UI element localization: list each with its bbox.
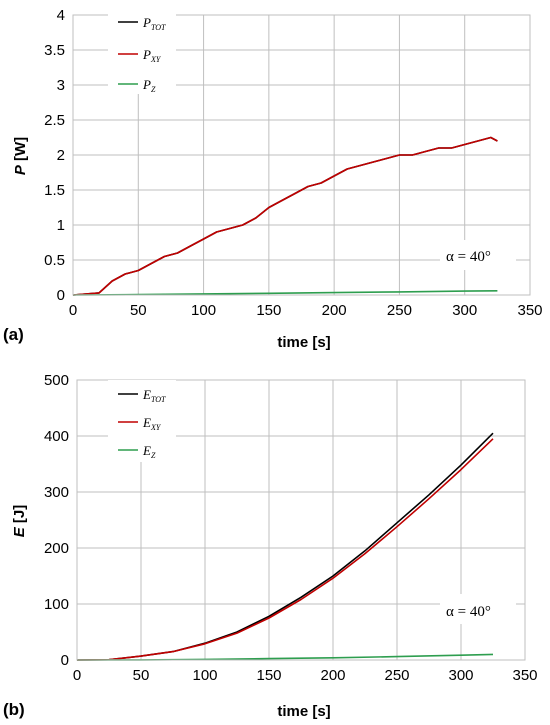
panel-a-axes xyxy=(72,14,531,296)
panel-a-legend: PTOT PXY PZ xyxy=(108,8,176,94)
panel-a-label: (a) xyxy=(3,325,24,344)
panel-a-xtick-300: 300 xyxy=(452,302,477,319)
panel-a-ytick-2: 2 xyxy=(57,147,65,164)
panel-a-ytick-0: 0 xyxy=(57,287,65,304)
panel-b-plot-frame xyxy=(76,379,526,661)
panel-b-xtick-50: 50 xyxy=(133,667,150,684)
panel-b-xtick-200: 200 xyxy=(320,667,345,684)
panel-a-xtick-200: 200 xyxy=(322,302,347,319)
panel-a-xtick-350: 350 xyxy=(517,302,542,319)
panel-a-ytick-1-5: 1.5 xyxy=(44,182,65,199)
panel-b-legend: ETOT EXY EZ xyxy=(108,380,176,462)
panel-a-ytick-0-5: 0.5 xyxy=(44,252,65,269)
panel-b-xtick-350: 350 xyxy=(512,667,537,684)
panel-b-ytick-100: 100 xyxy=(44,596,69,613)
panel-b-xtick-0: 0 xyxy=(73,667,81,684)
legend-label-pz: PZ xyxy=(142,77,156,94)
legend-label-ez: EZ xyxy=(142,443,156,460)
panel-b-series-exy xyxy=(76,438,494,661)
legend-label-exy: EXY xyxy=(142,415,162,432)
panel-a-xtick-150: 150 xyxy=(256,302,281,319)
panel-b-ticks: 0 50 100 150 200 250 300 350 0 100 200 300 400 500 xyxy=(44,372,538,684)
panel-a-xtick-0: 0 xyxy=(69,302,77,319)
panel-a-ytick-2-5: 2.5 xyxy=(44,112,65,129)
panel-a-ytick-4: 4 xyxy=(57,7,65,24)
panel-b-ytick-0: 0 xyxy=(61,652,69,669)
panel-b-xtick-300: 300 xyxy=(448,667,473,684)
legend-label-pxy: PXY xyxy=(142,47,162,64)
panel-b-ytick-500: 500 xyxy=(44,372,69,389)
panel-b-series-ez xyxy=(76,653,494,661)
panel-a-series xyxy=(72,136,498,296)
panel-a-xtick-50: 50 xyxy=(130,302,147,319)
panel-b-xtick-100: 100 xyxy=(192,667,217,684)
panel-a-xtick-100: 100 xyxy=(191,302,216,319)
panel-a-ticks: 0 50 100 150 200 250 300 350 0 0.5 1 1.5 2 2.5 3 3.5 4 xyxy=(44,7,542,319)
panel-b-ylabel: E [J] xyxy=(11,505,28,538)
panel-b-energy-chart: 0 50 100 150 200 250 300 350 0 100 200 300 400 500 ti… xyxy=(3,372,538,720)
panel-a-xtick-250: 250 xyxy=(387,302,412,319)
legend-label-etot: ETOT xyxy=(142,387,166,404)
panel-a-series-pz xyxy=(72,290,498,296)
panel-b-ytick-300: 300 xyxy=(44,484,69,501)
panel-b-label: (b) xyxy=(3,700,25,719)
panel-b-ytick-200: 200 xyxy=(44,540,69,557)
panel-a-series-pxy xyxy=(72,136,498,296)
panel-a-ylabel: P [W] xyxy=(12,137,29,175)
panel-b-xlabel: time [s] xyxy=(277,703,330,720)
panel-b-annotation-box xyxy=(440,594,516,624)
panel-b-axes xyxy=(76,379,526,661)
panel-a-annotation-box xyxy=(440,240,516,270)
panel-a-plot-frame xyxy=(72,14,531,296)
panel-a-ytick-1: 1 xyxy=(57,217,65,234)
panel-b-annotation: α = 40° xyxy=(446,604,491,620)
panel-a-annotation: α = 40° xyxy=(446,249,491,265)
panel-b-xtick-250: 250 xyxy=(384,667,409,684)
panel-a-ytick-3-5: 3.5 xyxy=(44,42,65,59)
panel-b-series xyxy=(76,432,494,661)
panel-a-xlabel: time [s] xyxy=(277,334,330,351)
legend-label-ptot: PTOT xyxy=(142,15,166,32)
panel-b-ytick-400: 400 xyxy=(44,428,69,445)
panel-b-series-etot xyxy=(76,432,494,661)
panel-a-power-chart: 0 50 100 150 200 250 300 350 0 0.5 1 1.5 2 2.5 3 3.5 4 t… xyxy=(3,7,543,351)
panel-b-xtick-150: 150 xyxy=(256,667,281,684)
panel-a-ytick-3: 3 xyxy=(57,77,65,94)
